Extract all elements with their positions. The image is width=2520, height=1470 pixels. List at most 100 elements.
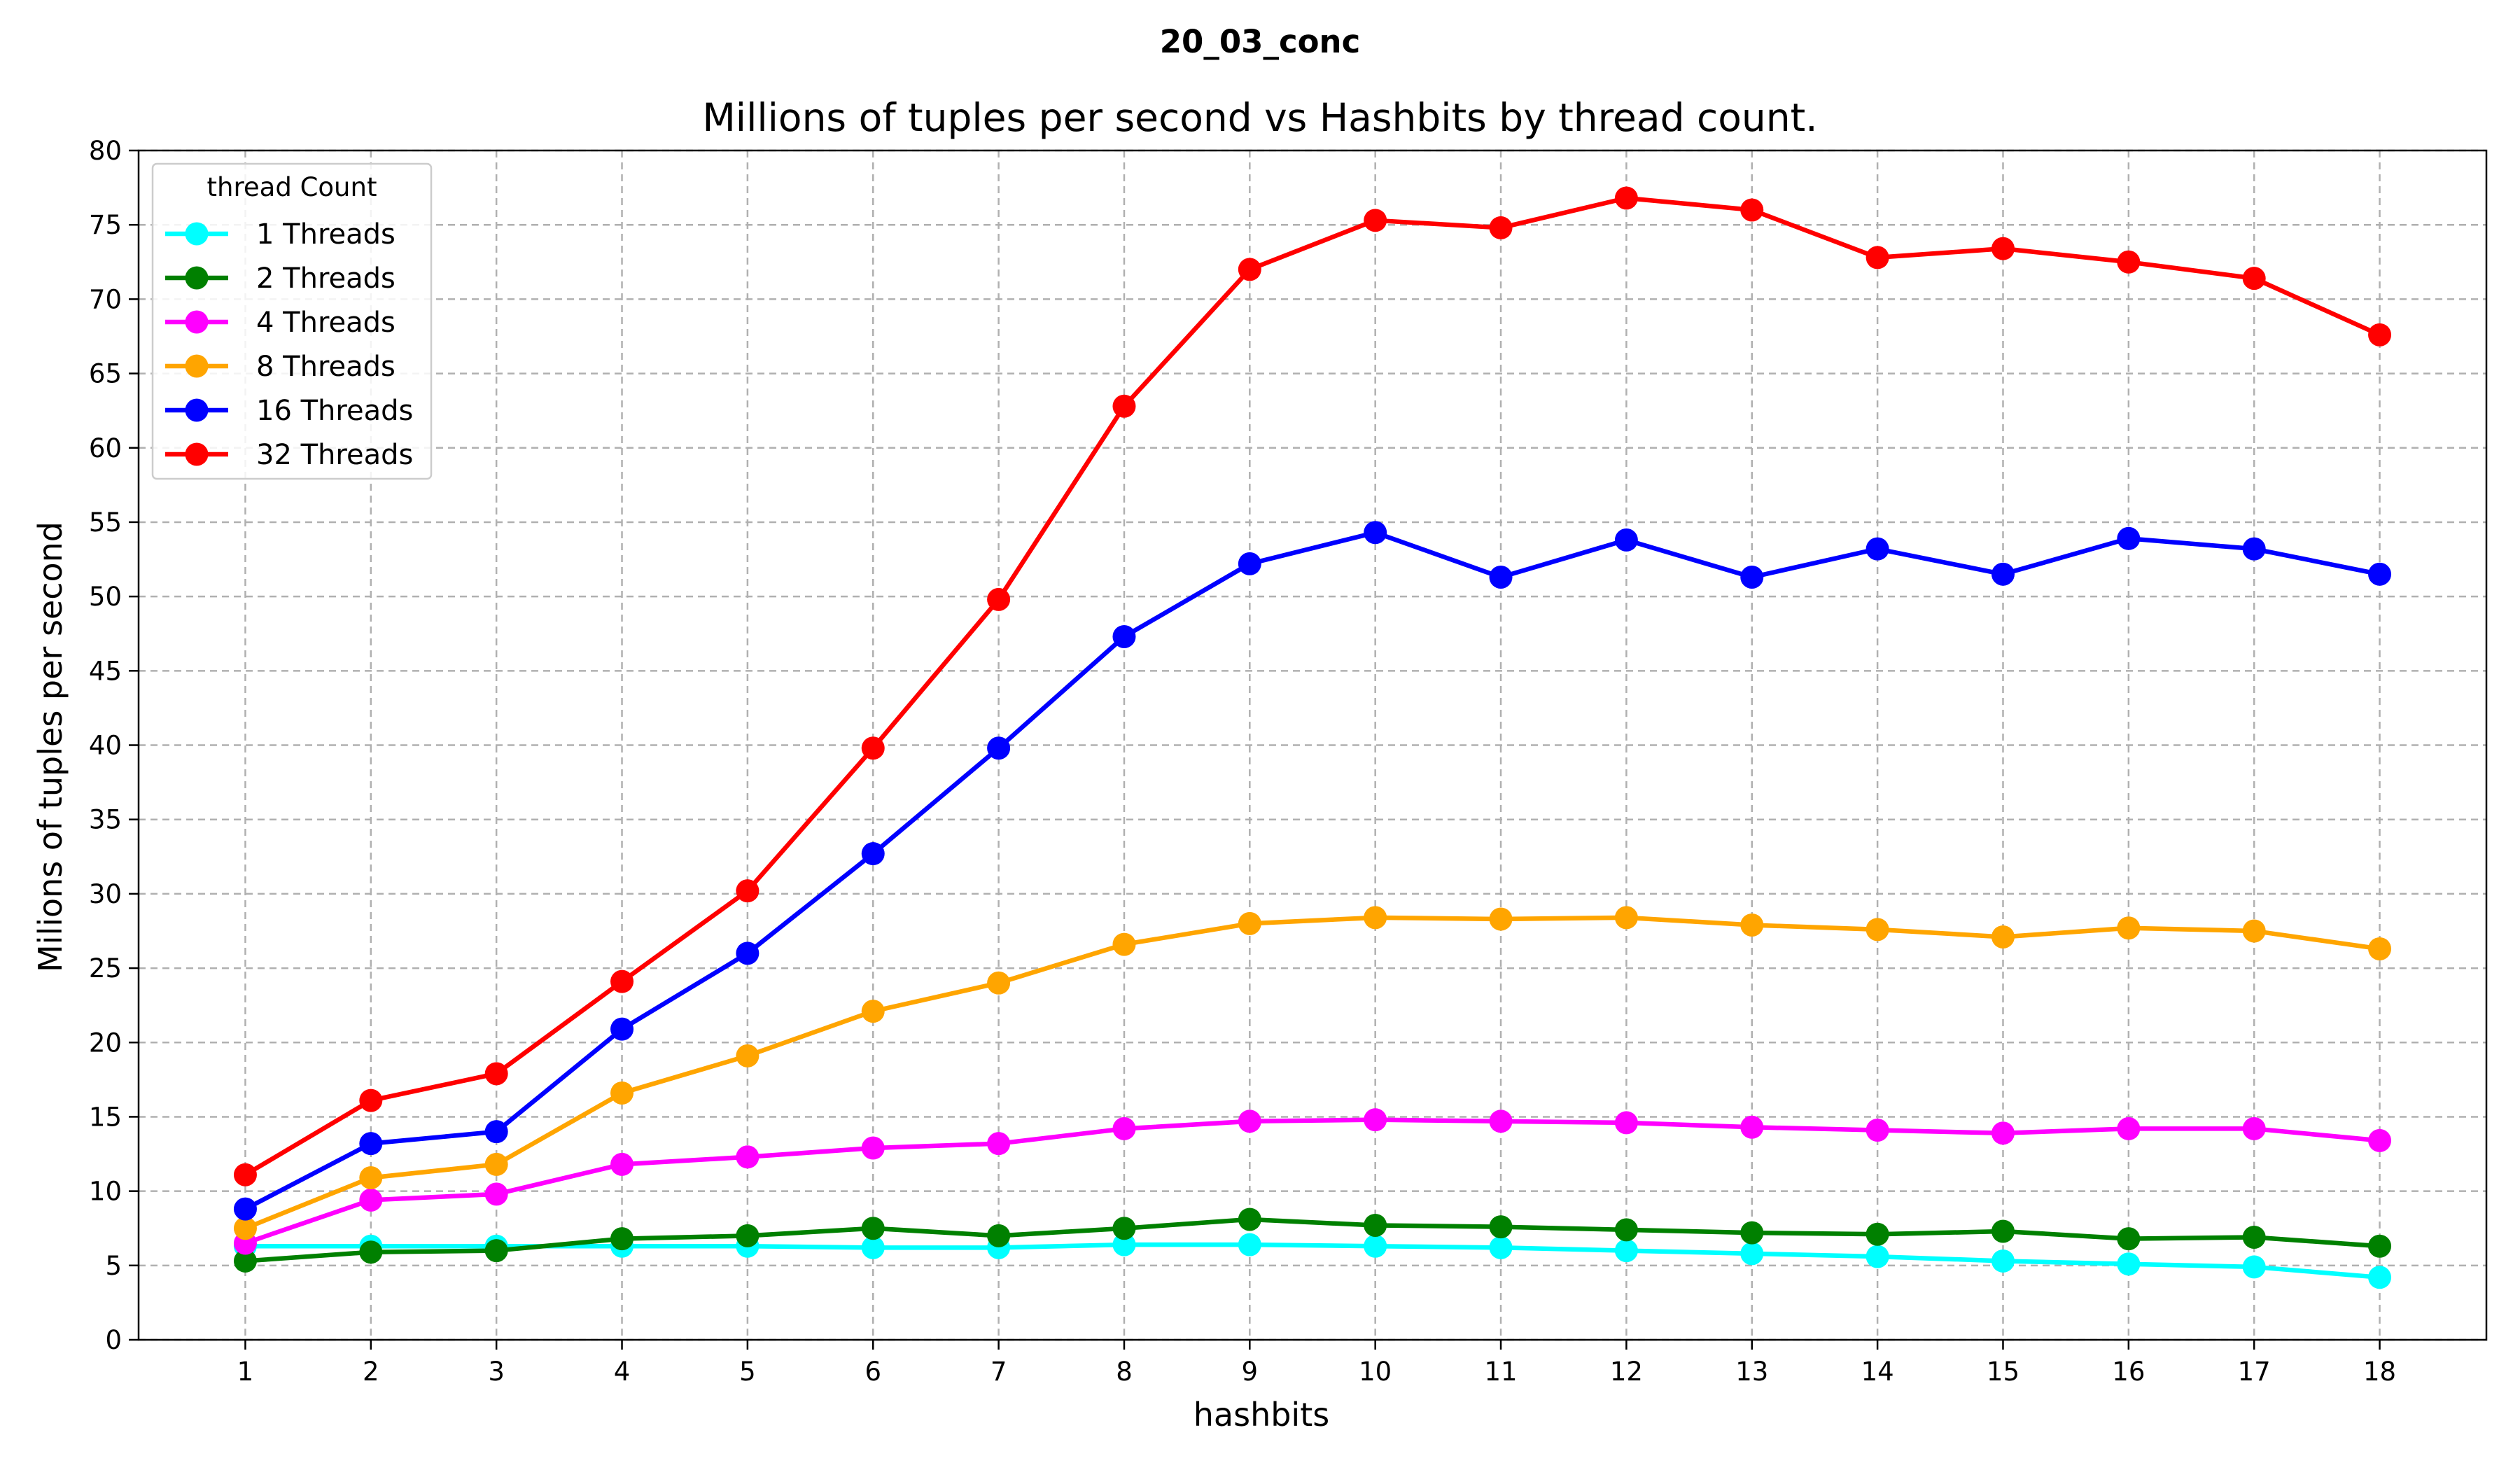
data-point	[610, 1227, 634, 1251]
data-point	[2368, 937, 2392, 960]
series-8-threads	[233, 906, 2392, 1240]
data-point	[1238, 258, 1261, 281]
data-point	[1740, 1115, 1764, 1139]
legend-marker	[185, 398, 209, 422]
legend-label: 4 Threads	[256, 307, 396, 339]
data-point	[1112, 1217, 1136, 1240]
data-point	[2368, 1128, 2392, 1152]
data-point	[987, 736, 1011, 760]
data-point	[1364, 209, 1387, 232]
axis-ticks: 1 2 3 4 5 6 7 8 9 10 11 12 13 14 15 16 17 180510152025303…	[89, 136, 2396, 1387]
data-point	[1238, 1233, 1261, 1256]
y-tick-label: 70	[89, 284, 122, 314]
data-point	[1865, 1119, 1889, 1142]
chart-title: Millions of tuples per second vs Hashbit…	[702, 95, 1817, 140]
data-point	[1865, 1222, 1889, 1246]
y-tick-label: 75	[89, 210, 122, 240]
data-point	[1238, 1208, 1261, 1231]
data-point	[861, 1236, 885, 1259]
data-point	[2368, 1266, 2392, 1289]
data-point	[359, 1188, 383, 1212]
data-point	[1364, 906, 1387, 930]
data-point	[2368, 323, 2392, 346]
data-point	[1991, 1249, 2015, 1273]
data-point	[2242, 1225, 2266, 1249]
legend-label: 1 Threads	[256, 218, 396, 251]
data-point	[2117, 526, 2141, 550]
data-point	[987, 1132, 1011, 1156]
data-point	[610, 1152, 634, 1176]
legend-marker	[185, 354, 209, 378]
data-point	[1991, 1121, 2015, 1145]
data-point	[233, 1197, 257, 1221]
data-point	[1740, 1221, 1764, 1245]
legend-marker	[185, 222, 209, 246]
data-point	[1364, 521, 1387, 545]
data-point	[1740, 1242, 1764, 1266]
data-point	[1112, 624, 1136, 648]
data-point	[2117, 1252, 2141, 1276]
x-tick-label: 16	[2112, 1357, 2145, 1387]
x-tick-label: 4	[614, 1357, 631, 1387]
y-tick-label: 5	[105, 1251, 122, 1281]
data-point	[484, 1152, 508, 1176]
series-line	[244, 915, 2381, 1231]
data-point	[1614, 1239, 1638, 1263]
data-point	[1238, 1110, 1261, 1133]
data-point	[861, 736, 885, 760]
legend-box	[151, 162, 433, 480]
data-point	[1489, 1215, 1513, 1239]
y-tick-label: 60	[89, 433, 122, 463]
data-point	[1112, 1116, 1136, 1140]
legend-label: 8 Threads	[256, 351, 396, 383]
data-point	[1991, 237, 2015, 260]
data-point	[610, 1017, 634, 1041]
series-16-threads	[233, 521, 2392, 1221]
x-tick-label: 8	[1116, 1357, 1133, 1387]
data-point	[1489, 907, 1513, 931]
data-point	[2368, 562, 2392, 586]
x-tick-label: 2	[363, 1357, 379, 1387]
series-line	[244, 530, 2381, 1211]
data-point	[861, 842, 885, 866]
data-point	[610, 1081, 634, 1105]
data-point	[359, 1132, 383, 1156]
data-point	[1991, 925, 2015, 948]
data-point	[736, 879, 760, 903]
x-axis-label: hashbits	[1194, 1396, 1329, 1434]
y-tick-label: 20	[89, 1028, 122, 1058]
series-line	[244, 195, 2381, 1177]
data-point	[1865, 537, 1889, 561]
legend-marker	[185, 442, 209, 466]
data-point	[1489, 1110, 1513, 1133]
legend-label: 16 Threads	[256, 395, 413, 427]
data-point	[987, 1224, 1011, 1247]
x-tick-label: 9	[1242, 1357, 1259, 1387]
data-point	[2242, 919, 2266, 943]
y-tick-label: 25	[89, 953, 122, 983]
y-tick-label: 45	[89, 656, 122, 686]
data-point	[736, 941, 760, 965]
x-tick-label: 6	[864, 1357, 881, 1387]
data-point	[233, 1217, 257, 1240]
data-point	[736, 1044, 760, 1068]
data-point	[861, 1136, 885, 1160]
chart-suptitle: 20_03_conc	[1160, 23, 1361, 60]
x-tick-label: 14	[1861, 1357, 1894, 1387]
data-point	[1238, 911, 1261, 935]
legend-entry: 32 Threads	[165, 439, 413, 471]
legend-entry: 4 Threads	[165, 307, 396, 339]
plot-frame	[137, 149, 2488, 1341]
x-tick-label: 12	[1610, 1357, 1643, 1387]
data-point	[2117, 1227, 2141, 1251]
data-point	[1991, 562, 2015, 586]
series-2-threads	[233, 1208, 2392, 1273]
data-point	[1614, 906, 1638, 930]
data-point	[1991, 1219, 2015, 1243]
data-point	[1865, 246, 1889, 270]
data-point	[1489, 1236, 1513, 1259]
data-point	[2117, 916, 2141, 940]
data-point	[2368, 1234, 2392, 1258]
data-point	[1614, 186, 1638, 210]
